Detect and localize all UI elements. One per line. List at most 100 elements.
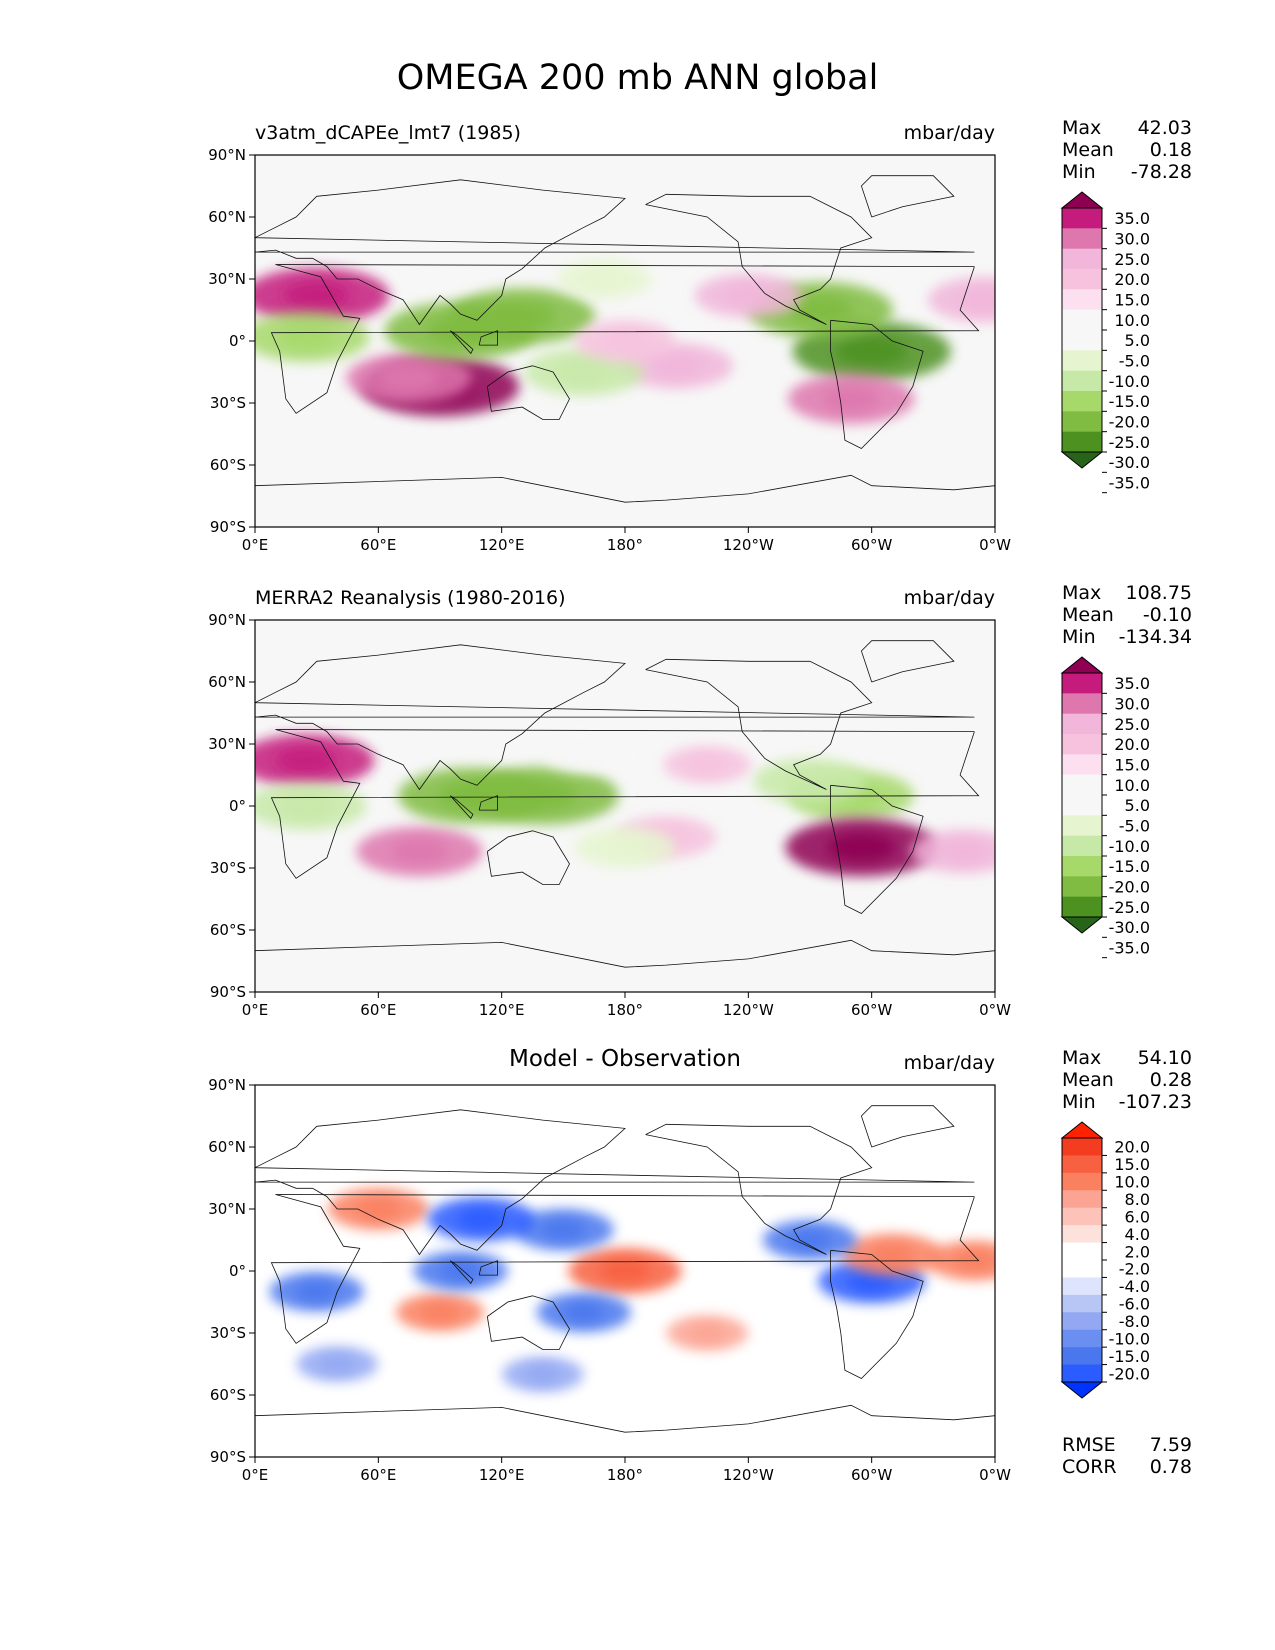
field-core xyxy=(959,288,995,312)
x-tick-label: 0°E xyxy=(242,1466,269,1484)
y-tick-label: 90°S xyxy=(210,983,246,1001)
colorbar-label: -15.0 xyxy=(1109,1347,1150,1366)
panel-title: Model - Observation xyxy=(508,1046,742,1072)
field-core xyxy=(540,1219,587,1241)
stat-min-value: -107.23 xyxy=(1118,1091,1192,1113)
colorbar-label: 4.0 xyxy=(1125,1225,1150,1244)
field-core xyxy=(940,840,989,863)
colorbar-label: 6.0 xyxy=(1125,1207,1150,1226)
field-core xyxy=(439,1261,482,1281)
coastline xyxy=(478,1260,498,1276)
field-core xyxy=(355,1198,402,1220)
colorbar-segment xyxy=(1062,713,1102,735)
stat-min-label: Min xyxy=(1062,161,1096,183)
stats-block: Max 42.03 Mean 0.18 Min -78.28 xyxy=(1062,117,1192,183)
colorbar-label: -25.0 xyxy=(1109,433,1150,452)
field-core xyxy=(524,1365,562,1384)
stat-min-label: Min xyxy=(1062,626,1096,648)
coastline xyxy=(830,319,924,449)
field-layer xyxy=(255,175,995,503)
field-core xyxy=(688,1324,726,1342)
colorbar-segment xyxy=(1062,1242,1102,1261)
coastline xyxy=(255,644,975,791)
panel-reference-merra2: MERRA2 Reanalysis (1980-2016) mbar/day M… xyxy=(0,465,1275,1019)
field-core xyxy=(380,365,438,391)
field-core xyxy=(788,1230,832,1250)
field-core xyxy=(583,269,626,289)
field-core xyxy=(847,1270,896,1293)
x-tick-label: 60°W xyxy=(851,1466,893,1484)
field-core xyxy=(562,1302,606,1323)
colorbar-extend-top xyxy=(1060,191,1104,209)
x-tick-label: 60°W xyxy=(851,1001,893,1019)
colorbar-label: 20.0 xyxy=(1114,735,1150,754)
field-core xyxy=(283,281,350,310)
x-tick-label: 180° xyxy=(607,1466,643,1484)
colorbar-segment xyxy=(1062,693,1102,715)
stat-rmse-value: 7.59 xyxy=(1149,1434,1192,1456)
colorbar-label: 25.0 xyxy=(1114,715,1150,734)
colorbar-label: -30.0 xyxy=(1109,453,1150,472)
y-tick-label: 30°S xyxy=(210,1324,246,1342)
field-core xyxy=(784,769,836,793)
x-tick-label: 120°E xyxy=(479,1466,525,1484)
field-core xyxy=(836,336,908,367)
colorbar-label: 5.0 xyxy=(1125,796,1150,815)
coastline xyxy=(450,1260,474,1285)
coastline xyxy=(255,1109,975,1256)
x-tick-label: 0°E xyxy=(242,536,269,554)
coastline xyxy=(255,474,995,503)
coastline xyxy=(270,729,980,879)
colorbar-label: -15.0 xyxy=(1109,392,1150,411)
y-tick-label: 30°N xyxy=(208,1200,246,1218)
stat-mean-value: -0.10 xyxy=(1142,604,1192,626)
stat-mean-label: Mean xyxy=(1062,139,1114,161)
coastline xyxy=(830,784,924,914)
x-tick-label: 0°W xyxy=(979,536,1011,554)
y-tick-label: 0° xyxy=(229,332,246,350)
colorbar-segment xyxy=(1062,391,1102,412)
colorbar-segment xyxy=(1062,1260,1102,1278)
x-tick-label: 120°W xyxy=(723,1001,774,1019)
field-core xyxy=(279,794,334,818)
x-tick-label: 0°W xyxy=(979,1466,1011,1484)
panel-test-model: v3atm_dCAPEe_lmt7 (1985) mbar/day Max 42.… xyxy=(0,0,1275,554)
stat-corr-value: 0.78 xyxy=(1149,1456,1192,1478)
colorbar-label: -5.0 xyxy=(1119,817,1150,836)
field-core xyxy=(599,1259,651,1283)
panel-units: mbar/day xyxy=(903,1052,995,1074)
colorbar-segment xyxy=(1062,1138,1102,1156)
coastline xyxy=(478,795,498,811)
panel-units: mbar/day xyxy=(903,587,995,609)
field-core xyxy=(391,838,448,864)
field-core xyxy=(295,1281,338,1302)
coastline xyxy=(860,640,955,683)
colorbar-segment xyxy=(1062,330,1102,351)
colorbar-segment xyxy=(1062,1329,1102,1348)
field-core xyxy=(602,330,648,352)
y-tick-label: 0° xyxy=(229,797,246,815)
colorbar-label: -4.0 xyxy=(1119,1277,1150,1296)
panel-difference: Model - Observation mbar/day Max 54.10 Me… xyxy=(0,930,1275,1484)
coastline xyxy=(450,330,474,355)
colorbar-segment xyxy=(1062,1312,1102,1331)
colorbar-extend-top xyxy=(1060,1121,1104,1139)
colorbar-segment xyxy=(1062,815,1102,837)
panel-title: MERRA2 Reanalysis (1980-2016) xyxy=(255,587,566,609)
colorbar-label: -20.0 xyxy=(1109,1364,1150,1383)
coastline xyxy=(486,365,570,420)
colorbar-label: 20.0 xyxy=(1114,1138,1150,1157)
colorbar-label: 5.0 xyxy=(1125,331,1150,350)
map-plot: 0°E 60°E 120°E 180° 120°W 60°W 0°W 90°N 60°N 30°N… xyxy=(208,611,1011,1019)
y-tick-label: 30°N xyxy=(208,270,246,288)
coastline xyxy=(255,179,975,326)
x-tick-label: 60°E xyxy=(360,1001,396,1019)
coastline xyxy=(450,795,474,820)
y-tick-label: 60°S xyxy=(210,1386,246,1404)
colorbar-segment xyxy=(1062,1347,1102,1366)
stat-max-label: Max xyxy=(1062,1047,1102,1069)
stat-max-value: 54.10 xyxy=(1137,1047,1192,1069)
colorbar-label: -15.0 xyxy=(1109,857,1150,876)
y-tick-label: 30°S xyxy=(210,859,246,877)
coastline xyxy=(645,193,873,325)
